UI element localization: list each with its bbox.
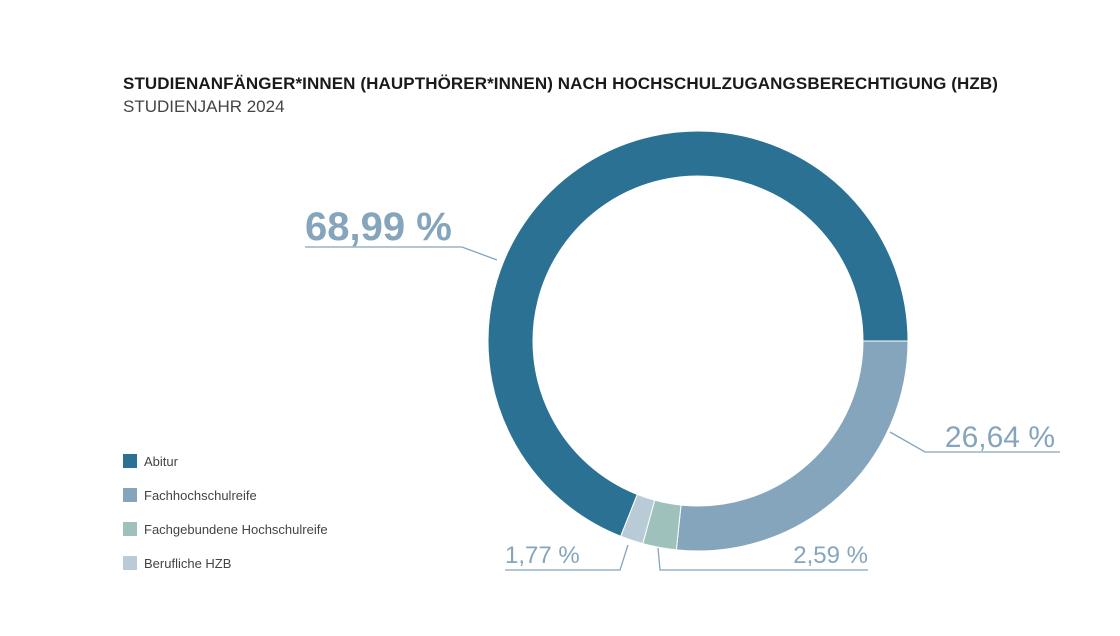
data-label: 26,64 % xyxy=(945,421,1055,454)
leader-line xyxy=(505,544,629,571)
legend-swatch xyxy=(123,522,137,536)
chart-subtitle: STUDIENJAHR 2024 xyxy=(123,97,285,116)
legend-item: Berufliche HZB xyxy=(123,546,328,580)
legend-label: Abitur xyxy=(144,453,178,469)
legend-swatch xyxy=(123,454,137,468)
legend-label: Berufliche HZB xyxy=(144,555,232,571)
legend: Abitur Fachhochschulreife Fachgebundene Ho… xyxy=(123,444,328,580)
data-label: 68,99 % xyxy=(305,205,452,249)
legend-label: Fachhochschulreife xyxy=(144,487,257,503)
legend-swatch xyxy=(123,488,137,502)
legend-item: Fachhochschulreife xyxy=(123,478,328,512)
leader-line xyxy=(305,246,498,261)
legend-item: Fachgebundene Hochschulreife xyxy=(123,512,328,546)
donut-slice-abitur xyxy=(487,130,909,537)
chart-title: STUDIENANFÄNGER*INNEN (HAUPTHÖRER*INNEN)… xyxy=(123,74,998,93)
legend-swatch xyxy=(123,556,137,570)
donut-slice-fachhochschulreife xyxy=(675,340,909,552)
data-label: 1,77 % xyxy=(505,542,580,569)
legend-label: Fachgebundene Hochschulreife xyxy=(144,521,328,537)
data-label: 2,59 % xyxy=(793,542,868,569)
leader-line xyxy=(889,431,1060,453)
leader-line xyxy=(657,547,868,571)
legend-item: Abitur xyxy=(123,444,328,478)
